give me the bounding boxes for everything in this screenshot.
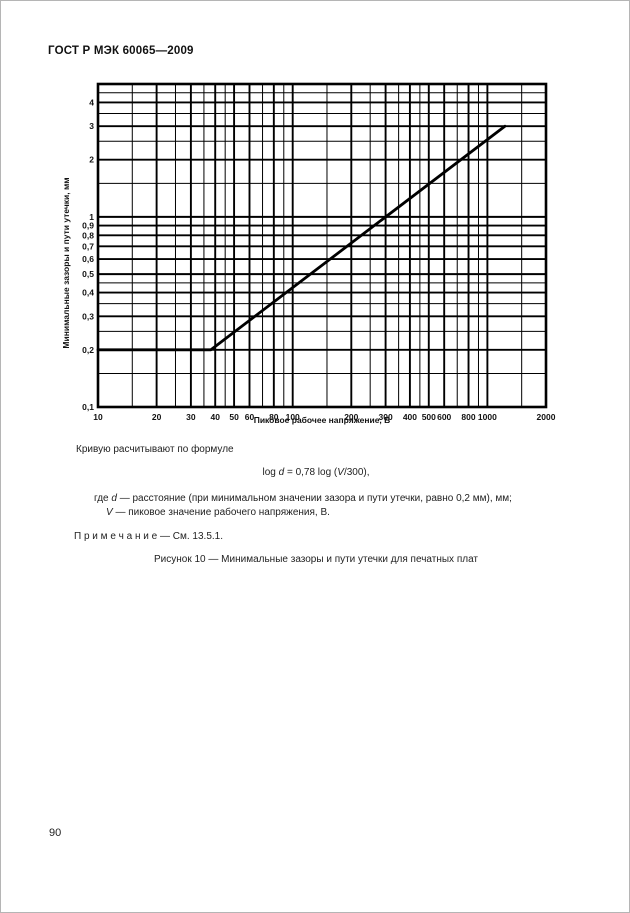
x-tick-label: 100 — [286, 412, 300, 422]
formula-part: = 0,78 log ( — [284, 467, 338, 478]
figure-caption: Рисунок 10 — Минимальные зазоры и пути у… — [154, 554, 478, 565]
x-tick-label: 800 — [461, 412, 475, 422]
note-text: П р и м е ч а н и е — См. 13.5.1. — [74, 531, 224, 542]
formula-part: log — [262, 467, 279, 478]
formula-var-v: V — [337, 467, 344, 478]
x-tick-label: 1000 — [478, 412, 497, 422]
y-tick-label: 0,7 — [82, 241, 94, 251]
x-tick-label: 200 — [344, 412, 358, 422]
chart-border — [96, 82, 548, 409]
formula-var-d: d — [278, 467, 285, 478]
x-tick-label: 30 — [186, 412, 196, 422]
y-tick-label: 2 — [89, 155, 94, 165]
x-tick-label: 400 — [403, 412, 417, 422]
y-tick-label: 0,1 — [82, 402, 94, 412]
x-tick-label: 300 — [378, 412, 392, 422]
x-tick-label: 2000 — [537, 412, 556, 422]
y-axis-tick-labels: 0,1 0,2 0,3 0,4 0,5 0,6 0,70,80,91 2 3 4 — [82, 97, 94, 412]
formula: log d = 0,78 log (V/300), — [1, 467, 629, 478]
where-var-d: d — [111, 493, 117, 504]
y-tick-label: 0,4 — [82, 288, 94, 298]
y-tick-label: 0,9 — [82, 221, 94, 231]
x-tick-label: 500 — [422, 412, 436, 422]
y-tick-label: 0,3 — [82, 311, 94, 321]
formula-intro-text: Кривую расчитывают по формуле — [76, 444, 234, 455]
y-tick-label: 0,6 — [82, 254, 94, 264]
x-tick-label: 20 — [152, 412, 162, 422]
x-tick-label: 600 — [437, 412, 451, 422]
y-tick-label: 0,2 — [82, 345, 94, 355]
where-clause-v: V — пиковое значение рабочего напряжения… — [106, 507, 330, 518]
x-tick-label: 40 — [210, 412, 220, 422]
y-tick-label: 0,8 — [82, 230, 94, 240]
where-text-d: — расстояние (при минимальном значении з… — [116, 493, 512, 504]
clearance-curve — [96, 124, 507, 352]
page-number: 90 — [49, 827, 62, 839]
x-axis-title: Пиковое рабочее напряжение, В — [254, 415, 391, 425]
where-prefix: где — [94, 493, 112, 504]
y-tick-label: 3 — [89, 121, 94, 131]
y-tick-label: 4 — [89, 97, 94, 107]
x-tick-label: 80 — [269, 412, 279, 422]
y-tick-label: 0,5 — [82, 269, 94, 279]
document-header: ГОСТ Р МЭК 60065—2009 — [48, 45, 194, 57]
x-axis-tick-labels: 10 20 30 40 50 60 80 100 200 300 400 500 600 800 1000 2… — [93, 412, 555, 422]
where-var-v: V — [106, 507, 113, 518]
clearance-creepage-chart: 10 20 30 40 50 60 80 100 200 300 400 500 600 800 1000 2… — [61, 82, 556, 425]
x-tick-label: 60 — [245, 412, 255, 422]
where-clause-d: где d — расстояние (при минимальном знач… — [94, 493, 512, 504]
y-tick-label: 1 — [89, 212, 94, 222]
x-tick-label: 50 — [229, 412, 239, 422]
y-axis-title: Минимальные зазоры и пути утечки, мм — [61, 177, 71, 348]
where-text-v: — пиковое значение рабочего напряжения, … — [112, 507, 330, 518]
x-tick-label: 10 — [93, 412, 103, 422]
formula-part: /300), — [343, 467, 370, 478]
